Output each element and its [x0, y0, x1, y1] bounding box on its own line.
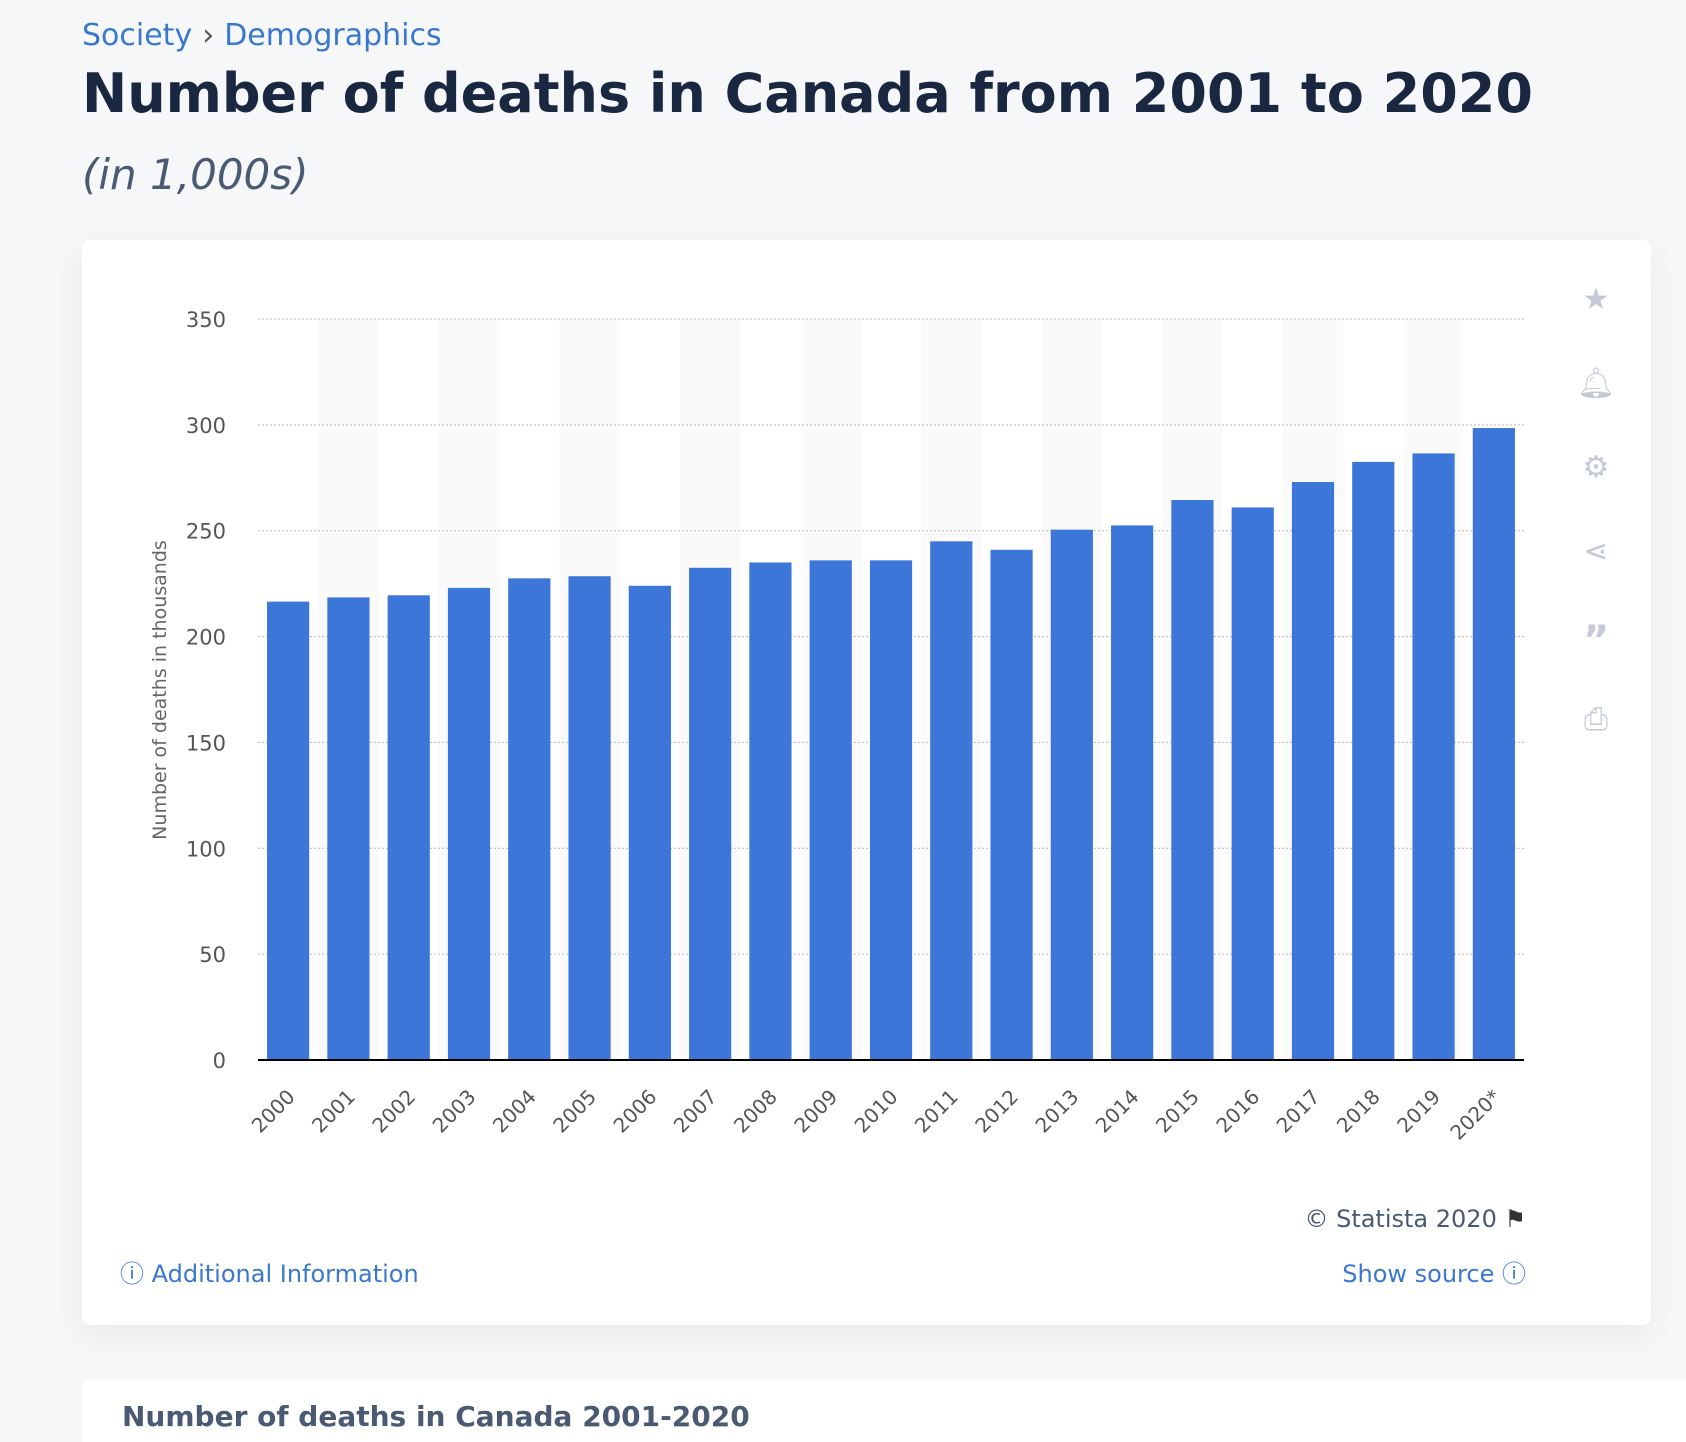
- bar-2007: [689, 567, 732, 1060]
- x-tick-label: 2004: [488, 1085, 541, 1138]
- bell-icon[interactable]: 🔔︎: [1576, 366, 1616, 401]
- bar-2002: [387, 595, 430, 1060]
- bar-2000: [267, 601, 310, 1060]
- y-tick-label: 300: [186, 414, 226, 438]
- bar-2011: [930, 541, 973, 1060]
- bar-2012: [990, 549, 1033, 1060]
- breadcrumb-separator: ›: [202, 18, 215, 53]
- bar-2008: [749, 562, 792, 1060]
- breadcrumb-society[interactable]: Society: [82, 18, 193, 53]
- show-source-label: Show source: [1342, 1260, 1495, 1288]
- y-tick-label: 50: [199, 943, 226, 967]
- page-title: Number of deaths in Canada from 2001 to …: [82, 62, 1533, 125]
- breadcrumb: Society › Demographics: [82, 18, 452, 53]
- breadcrumb-demographics[interactable]: Demographics: [224, 18, 442, 53]
- y-tick-label: 200: [186, 626, 226, 650]
- bar-2019: [1412, 453, 1455, 1060]
- star-icon[interactable]: ★: [1582, 282, 1610, 317]
- next-card: Number of deaths in Canada 2001-2020: [82, 1380, 1686, 1442]
- copyright-text: © Statista 2020: [1304, 1205, 1497, 1233]
- next-card-title: Number of deaths in Canada 2001-2020: [122, 1400, 750, 1433]
- bar-2003: [447, 587, 491, 1060]
- x-tick-label: 2013: [1030, 1085, 1083, 1138]
- flag-icon[interactable]: ⚑: [1504, 1205, 1526, 1233]
- gear-icon[interactable]: ⚙: [1582, 450, 1610, 485]
- share-icon[interactable]: ⋖: [1583, 534, 1609, 569]
- info-icon: ⓘ: [1502, 1260, 1526, 1288]
- x-tick-label: 2015: [1151, 1085, 1204, 1138]
- bar-2017: [1291, 482, 1335, 1060]
- info-icon: ⓘ: [120, 1260, 144, 1288]
- bar-2004: [508, 578, 551, 1060]
- x-tick-label: 2006: [608, 1085, 661, 1138]
- y-tick-label: 250: [186, 520, 226, 544]
- x-tick-label: 2016: [1211, 1085, 1264, 1138]
- y-tick-label: 150: [186, 731, 226, 755]
- x-tick-label: 2010: [850, 1085, 903, 1138]
- show-source-link[interactable]: Show source ⓘ: [1342, 1254, 1526, 1289]
- x-tick-label: 2018: [1332, 1085, 1385, 1138]
- x-tick-label: 2017: [1272, 1085, 1325, 1138]
- x-tick-label: 2019: [1392, 1085, 1445, 1138]
- x-tick-label: 2005: [548, 1085, 601, 1138]
- quote-icon[interactable]: ”: [1582, 618, 1610, 664]
- bar-2013: [1050, 529, 1093, 1060]
- bar-2015: [1171, 500, 1214, 1060]
- x-tick-label: 2011: [910, 1085, 963, 1138]
- x-tick-label: 2012: [970, 1085, 1023, 1138]
- y-tick-label: 0: [213, 1049, 226, 1073]
- bar-2016: [1231, 507, 1274, 1060]
- y-axis-label: Number of deaths in thousands: [149, 540, 171, 840]
- x-tick-label: 2020*: [1445, 1085, 1505, 1145]
- additional-info-label: Additional Information: [151, 1260, 419, 1288]
- bar-2020*: [1472, 428, 1515, 1061]
- chart-toolbar: ★ 🔔︎ ⚙ ⋖ ” ⎙: [1576, 282, 1616, 786]
- y-tick-label: 100: [186, 837, 226, 861]
- x-tick-label: 2000: [247, 1085, 300, 1138]
- bar-2001: [327, 597, 370, 1060]
- bar-2005: [568, 576, 611, 1060]
- additional-info-link[interactable]: ⓘ Additional Information: [120, 1254, 419, 1289]
- bar-2014: [1111, 525, 1154, 1060]
- bar-2018: [1352, 461, 1395, 1061]
- x-tick-label: 2001: [307, 1085, 360, 1138]
- x-tick-label: 2008: [729, 1085, 782, 1138]
- bar-2009: [809, 560, 852, 1060]
- x-tick-label: 2009: [789, 1085, 842, 1138]
- x-tick-label: 2003: [428, 1085, 481, 1138]
- x-tick-label: 2002: [367, 1085, 420, 1138]
- copyright: © Statista 2020 ⚑: [1304, 1205, 1526, 1233]
- bar-2010: [869, 560, 913, 1060]
- x-tick-label: 2007: [669, 1085, 722, 1138]
- print-icon[interactable]: ⎙: [1584, 702, 1608, 737]
- bar-2006: [628, 585, 671, 1060]
- y-tick-label: 350: [186, 308, 226, 332]
- x-tick-label: 2014: [1091, 1085, 1144, 1138]
- page-subtitle: (in 1,000s): [82, 150, 309, 199]
